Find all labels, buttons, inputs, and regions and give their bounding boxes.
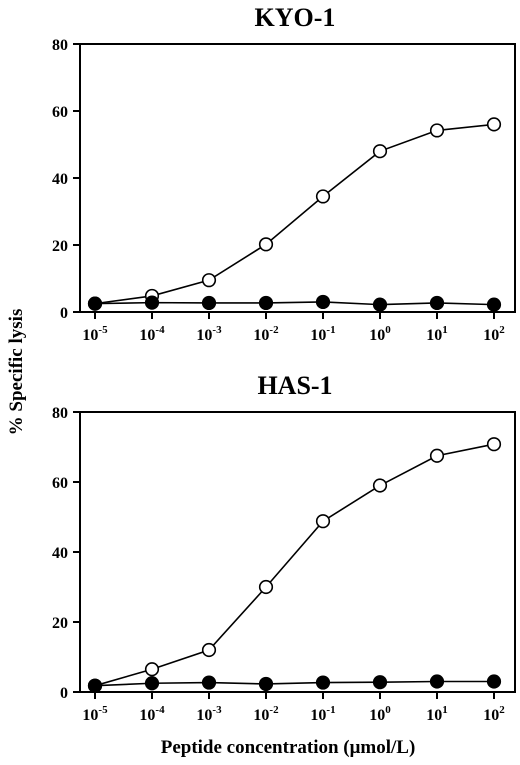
axes-kyo1: 0 20 40 60 80 10-5 10-4 10-3 10-2 10-1 100 101 102	[52, 37, 505, 344]
x-tick-label: 10-1	[310, 324, 335, 344]
filled-circle-series-line	[94, 301, 495, 306]
filled-circle-point	[315, 294, 331, 310]
open-circle-point	[315, 514, 331, 529]
x-tick-label: 10-1	[310, 704, 335, 724]
filled-circle-point	[486, 297, 502, 312]
y-tick-label: 40	[52, 171, 68, 188]
x-axis-label: Peptide concentration (μmol/L)	[161, 737, 416, 758]
x-tick-label: 101	[426, 704, 448, 724]
y-tick-label: 60	[52, 104, 68, 121]
open-circle-point	[486, 437, 502, 452]
y-tick-label: 20	[52, 615, 68, 632]
open-circle-point	[315, 189, 331, 204]
y-tick-label: 0	[60, 305, 68, 322]
x-tick-label: 100	[369, 324, 391, 344]
open-circle-point	[372, 478, 388, 493]
x-tick-label: 10-5	[82, 324, 108, 344]
open-circle-point	[201, 273, 217, 288]
y-tick-label: 80	[52, 37, 68, 54]
open-circle-point	[144, 662, 160, 677]
plot-frame-has1	[79, 411, 516, 693]
x-tick-label: 10-5	[82, 704, 108, 724]
filled-circle-point	[87, 678, 103, 693]
filled-circle-point	[201, 295, 217, 311]
filled-circle-point	[372, 675, 388, 690]
x-tick-label: 101	[426, 324, 448, 344]
open-circle-point	[372, 144, 388, 159]
filled-circle-point	[87, 296, 103, 311]
filled-circle-point	[372, 297, 388, 312]
y-tick-label: 20	[52, 238, 68, 255]
filled-circle-point	[201, 675, 217, 690]
filled-circle-point	[315, 675, 331, 690]
series-markers-kyo1	[87, 117, 502, 312]
filled-circle-point	[258, 676, 274, 692]
y-tick-label: 0	[60, 685, 68, 702]
x-tick-label: 10-4	[139, 324, 165, 344]
y-tick-label: 80	[52, 405, 68, 422]
x-tick-label: 10-2	[253, 704, 279, 724]
y-tick-label: 60	[52, 475, 68, 492]
chart-panel-kyo1: KYO-1 0 20 40 60 80 10-5 10-4 10-3 10-2 10-1 100 10…	[52, 3, 516, 344]
filled-circle-point	[429, 674, 445, 689]
filled-circle-series-line	[94, 680, 494, 687]
filled-circle-point	[258, 295, 274, 311]
open-circle-point	[258, 579, 274, 595]
filled-circle-point	[144, 295, 160, 310]
chart-title-has1: HAS-1	[257, 371, 332, 400]
filled-circle-point	[144, 676, 160, 691]
chart-title-kyo1: KYO-1	[255, 3, 336, 32]
open-circle-point	[258, 237, 274, 252]
series-lines-kyo1	[94, 123, 495, 306]
open-circle-series-line	[94, 443, 495, 687]
axes-has1: 0 20 40 60 80 10-5 10-4 10-3 10-2 10-1 100 101 102	[52, 405, 505, 724]
x-tick-label: 10-3	[196, 324, 222, 344]
open-circle-point	[486, 117, 502, 132]
x-tick-label: 10-2	[253, 324, 279, 344]
open-circle-point	[201, 642, 217, 658]
filled-circle-point	[429, 295, 445, 311]
chart-panel-has1: HAS-1 0 20 40 60 80 10-5 10-4 10-3 10-2 10-1 100 10…	[52, 371, 516, 724]
plot-frame-kyo1	[79, 43, 516, 313]
x-tick-label: 102	[483, 324, 505, 344]
x-tick-label: 102	[483, 704, 505, 724]
series-markers-has1	[87, 437, 502, 693]
y-axis-label: % Specific lysis	[6, 309, 27, 436]
x-tick-label: 10-3	[196, 704, 222, 724]
x-tick-label: 100	[369, 704, 391, 724]
open-circle-point	[429, 123, 445, 138]
open-circle-series-line	[94, 123, 495, 305]
open-circle-point	[429, 448, 445, 463]
y-tick-label: 40	[52, 545, 68, 562]
filled-circle-point	[486, 674, 502, 689]
series-lines-has1	[94, 443, 495, 687]
x-tick-label: 10-4	[139, 704, 165, 724]
